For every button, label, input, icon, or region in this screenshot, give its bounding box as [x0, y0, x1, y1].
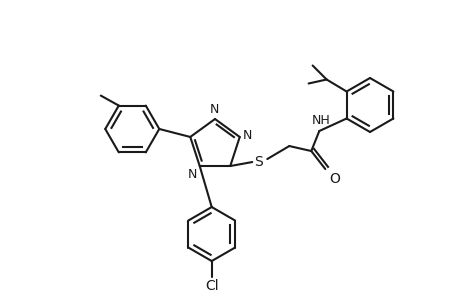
Text: S: S	[253, 155, 262, 169]
Text: N: N	[209, 103, 218, 116]
Text: N: N	[242, 130, 252, 142]
Text: NH: NH	[311, 114, 330, 127]
Text: N: N	[187, 168, 196, 181]
Text: Cl: Cl	[204, 279, 218, 293]
Text: O: O	[329, 172, 339, 186]
